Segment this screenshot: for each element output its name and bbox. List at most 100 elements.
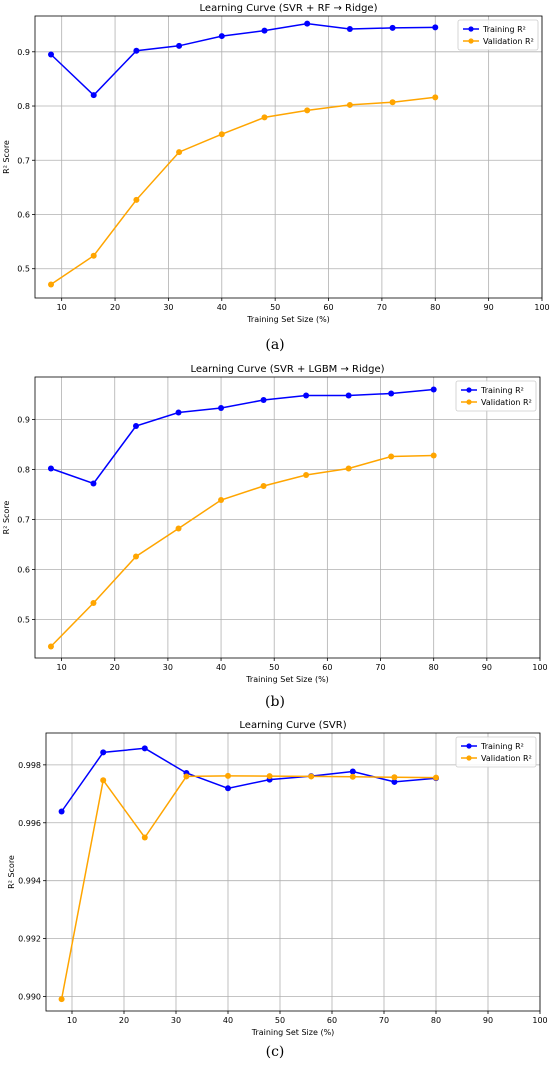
x-tick-label: 90 xyxy=(482,663,492,672)
legend-label: Validation R² xyxy=(481,398,532,407)
chart-panel-c: Learning Curve (SVR) 10 20 30 40 50 60 70 80 90 10… xyxy=(0,714,550,1044)
data-point-validation xyxy=(261,114,268,121)
data-point-validation xyxy=(260,483,267,489)
y-tick-label: 0.8 xyxy=(17,102,30,111)
y-axis-label: R² Score xyxy=(7,855,16,889)
y-tick-label: 0.992 xyxy=(18,935,41,944)
data-point-validation xyxy=(225,772,231,779)
data-point-training xyxy=(430,386,437,393)
legend-marker xyxy=(466,387,472,393)
legend-box xyxy=(455,380,537,412)
data-point-validation xyxy=(391,774,398,781)
data-point-training xyxy=(133,423,139,429)
chart-panel-a: Learning Curve (SVR + RF → Ridge) 10 20 30 4… xyxy=(0,0,550,330)
data-point-training xyxy=(260,397,267,403)
y-tick-label: 0.990 xyxy=(18,993,41,1002)
data-point-training xyxy=(389,24,396,31)
data-point-validation xyxy=(430,452,437,459)
data-point-training xyxy=(261,27,268,34)
plot-frame xyxy=(45,732,541,1012)
data-point-validation xyxy=(58,996,65,1003)
x-tick-label: 60 xyxy=(327,1016,337,1025)
legend-marker xyxy=(466,755,472,761)
y-tick-label: 0.9 xyxy=(17,48,30,57)
data-point-training xyxy=(304,20,311,27)
x-axis-label: Training Set Size (%) xyxy=(251,1028,335,1037)
data-point-training xyxy=(58,808,65,815)
series-line-validation xyxy=(50,454,434,648)
legend-label: Training R² xyxy=(482,25,526,34)
x-tick-label: 90 xyxy=(483,1016,493,1025)
data-point-validation xyxy=(176,149,183,156)
data-point-validation xyxy=(175,525,182,532)
caption-a: (a) xyxy=(265,337,285,353)
data-point-training xyxy=(47,465,54,472)
learning-curve-chart-b: Learning Curve (SVR + LGBM → Ridge) 10 20 3… xyxy=(2,364,548,684)
x-tick-label: 60 xyxy=(323,303,333,312)
y-tick-label: 0.8 xyxy=(17,466,30,475)
legend-marker xyxy=(466,399,472,405)
x-tick-label: 70 xyxy=(377,303,387,312)
data-point-validation xyxy=(303,472,310,478)
learning-curve-chart-c: Learning Curve (SVR) 10 20 30 40 50 60 70 80 90 10… xyxy=(7,720,548,1037)
data-point-training xyxy=(225,785,231,792)
data-point-training xyxy=(218,405,225,411)
chart-title: Learning Curve (SVR + RF → Ridge) xyxy=(200,3,378,14)
data-point-validation xyxy=(218,497,225,503)
plot-frame xyxy=(34,15,543,299)
y-tick-label: 0.998 xyxy=(18,761,41,770)
data-point-training xyxy=(90,480,97,487)
legend-label: Validation R² xyxy=(483,37,534,46)
y-tick-label: 0.6 xyxy=(17,210,30,219)
data-point-training xyxy=(388,390,395,397)
data-point-training xyxy=(218,33,225,40)
x-tick-label: 40 xyxy=(216,663,226,672)
series-line-validation xyxy=(50,96,436,286)
data-point-training xyxy=(141,745,148,752)
y-tick-label: 0.9 xyxy=(17,416,30,425)
data-point-validation xyxy=(266,773,273,780)
legend-label: Training R² xyxy=(480,742,524,751)
x-tick-label: 10 xyxy=(56,663,66,672)
y-axis-label: R² Score xyxy=(2,501,11,535)
data-point-validation xyxy=(389,99,396,106)
y-tick-label: 0.6 xyxy=(17,566,30,575)
x-tick-label: 40 xyxy=(223,1016,233,1025)
data-point-validation xyxy=(349,773,356,780)
x-tick-label: 100 xyxy=(532,663,547,672)
y-axis-label: R² Score xyxy=(2,140,11,174)
data-point-validation xyxy=(432,94,439,101)
data-point-training xyxy=(345,392,352,399)
x-tick-label: 80 xyxy=(429,663,439,672)
x-tick-label: 10 xyxy=(67,1016,77,1025)
data-point-validation xyxy=(133,553,139,560)
x-tick-label: 30 xyxy=(163,303,173,312)
x-tick-label: 30 xyxy=(171,1016,181,1025)
x-tick-label: 80 xyxy=(430,303,440,312)
x-tick-label: 50 xyxy=(269,663,279,672)
data-point-training xyxy=(303,392,310,399)
y-tick-label: 0.5 xyxy=(17,616,30,625)
x-tick-label: 40 xyxy=(217,303,227,312)
caption-b: (b) xyxy=(265,694,285,710)
data-point-validation xyxy=(218,131,225,138)
legend-marker xyxy=(468,26,474,32)
x-tick-label: 20 xyxy=(119,1016,129,1025)
learning-curve-chart-a: Learning Curve (SVR + RF → Ridge) 10 20 30 4… xyxy=(2,3,550,324)
x-axis-label: Training Set Size (%) xyxy=(246,315,330,324)
x-tick-label: 100 xyxy=(534,303,549,312)
x-tick-label: 60 xyxy=(322,663,332,672)
data-point-training xyxy=(349,768,356,775)
data-point-validation xyxy=(48,281,55,288)
data-point-validation xyxy=(388,453,395,460)
data-point-training xyxy=(391,778,398,785)
data-point-validation xyxy=(346,101,353,108)
legend-box xyxy=(457,19,539,51)
y-tick-label: 0.994 xyxy=(18,877,41,886)
data-point-validation xyxy=(90,600,97,606)
data-point-validation xyxy=(47,643,54,650)
x-tick-label: 100 xyxy=(532,1016,547,1025)
y-tick-label: 0.7 xyxy=(17,156,30,165)
series-line-validation xyxy=(60,775,437,1000)
x-tick-label: 30 xyxy=(163,663,173,672)
